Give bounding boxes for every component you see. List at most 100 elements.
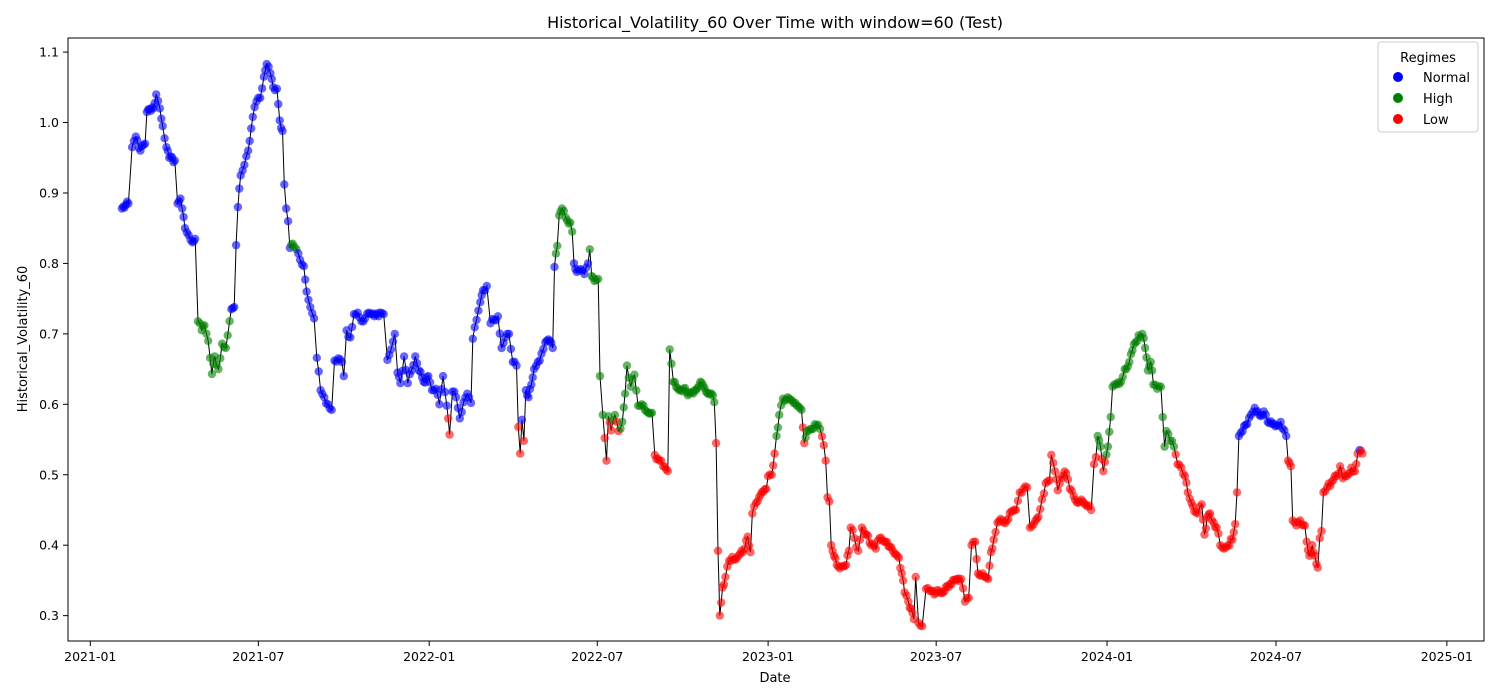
data-point-low [988,544,997,553]
data-point-low [1229,528,1239,537]
data-point-normal [347,322,357,332]
data-point-low [1300,521,1310,530]
y-tick-label: 0.5 [39,467,59,482]
data-point-high [801,433,810,442]
data-point-high [1164,429,1173,439]
data-point-normal [506,344,516,354]
data-point-normal [267,74,276,84]
data-point-normal [493,312,503,321]
data-point-low [1228,535,1237,544]
x-tick-label: 2024-07 [1250,649,1302,664]
data-point-normal [233,202,243,212]
data-point-normal [191,234,200,243]
data-point-low [964,593,973,603]
data-point-high [585,245,594,254]
data-point-normal [535,356,544,365]
data-point-high [708,391,718,400]
y-axis-label: Historical_Volatility_60 [16,266,31,413]
data-point-low [821,456,830,465]
data-point-high [1156,382,1166,391]
data-point-normal [386,345,396,354]
data-point-normal [152,90,161,99]
data-point-low [1214,529,1223,538]
data-point-low [744,541,754,550]
data-point-high [622,361,632,370]
data-point-high [214,364,223,374]
data-point-low [863,531,873,541]
x-tick-label: 2021-01 [64,649,116,664]
data-point-low [444,414,453,423]
data-point-normal [264,62,273,71]
data-point-low [1180,472,1190,481]
data-point-normal [1276,417,1285,427]
data-point-normal [140,139,150,148]
legend-entry-high: High [1393,92,1453,107]
data-point-high [618,417,627,427]
y-tick-label: 0.4 [39,538,59,553]
x-tick-label: 2023-01 [742,649,794,664]
data-point-normal [243,146,253,155]
data-point-low [1358,449,1367,458]
data-point-low [854,546,863,555]
data-point-low [1225,541,1234,550]
data-point-low [819,441,828,450]
data-point-high [775,410,784,420]
data-point-low [762,484,771,493]
data-point-high [1096,442,1105,451]
data-point-normal [527,380,536,389]
data-point-normal [302,287,311,296]
data-point-low [841,560,851,570]
data-point-high [632,386,641,395]
plot-frame [67,37,1485,642]
data-point-normal [476,298,485,307]
data-point-normal [438,371,448,381]
data-point-low [1013,496,1023,505]
data-point-normal [230,302,239,312]
data-point-normal [474,306,483,315]
data-point-high [200,321,209,330]
data-point-normal [275,116,284,125]
data-point-high [773,423,783,432]
data-point-normal [388,337,398,346]
data-point-low [1350,467,1360,476]
data-point-normal [1282,431,1291,441]
data-point-low [769,461,778,470]
data-point-low [1039,489,1049,498]
data-point-low [1231,519,1240,529]
data-point-high [647,408,657,417]
data-point-high [665,345,674,354]
data-point-normal [524,393,533,402]
data-point-low [519,436,529,446]
data-point-normal [274,99,283,109]
data-point-high [1103,442,1113,451]
data-point-high [1125,357,1134,367]
data-point-normal [517,415,527,424]
data-point-normal [235,184,244,193]
data-point-normal [457,407,466,417]
data-point-normal [309,314,319,323]
data-point-low [817,432,827,441]
data-point-high [667,359,676,368]
data-point-low [1022,483,1032,492]
data-point-low [1049,458,1058,467]
data-point-low [1315,534,1324,543]
data-point-normal [157,114,166,123]
data-point-normal [468,334,477,343]
data-point-low [825,497,834,506]
data-point-high [594,274,603,284]
data-point-low [1045,476,1054,485]
data-point-normal [440,387,450,397]
data-point-low [1036,505,1045,514]
data-point-normal [153,96,163,106]
data-point-normal [1261,410,1271,419]
data-point-high [1160,442,1169,451]
data-point-low [770,449,779,458]
data-point-normal [283,217,293,226]
data-point-low [1308,541,1317,550]
data-point-normal [412,359,422,368]
data-point-high [1146,357,1155,367]
legend-marker-normal [1393,72,1403,82]
data-point-low [746,548,755,557]
data-point-normal [179,212,188,222]
x-tick-label: 2022-07 [571,649,623,664]
